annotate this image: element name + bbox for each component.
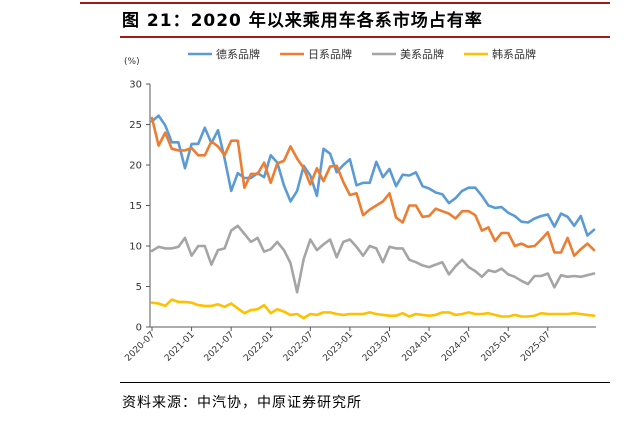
figure-title: 图 21：2020 年以来乘用车各系市场占有率 [122, 11, 483, 31]
y-tick-label: 5 [136, 282, 142, 293]
x-tick-label: 2025-07 [519, 330, 553, 364]
y-axis-label: (%) [124, 57, 140, 67]
y-tick-label: 20 [129, 161, 142, 172]
series-line-2 [150, 224, 596, 294]
y-tick-label: 25 [129, 120, 142, 131]
chart-legend: 德系品牌 日系品牌 美系品牌 韩系品牌 [188, 47, 536, 61]
y-axis-ticks: 0 5 10 15 20 25 30 [129, 80, 150, 334]
x-tick-label: 2021-07 [203, 330, 237, 364]
source-separator [120, 382, 610, 383]
series-line-1 [150, 116, 596, 257]
y-tick-label: 15 [129, 201, 142, 212]
y-tick-label: 10 [129, 242, 142, 253]
x-tick-label: 2022-01 [242, 330, 276, 364]
x-tick-label: 2021-01 [163, 330, 197, 364]
x-axis-ticks: 2020-07 2021-01 2021-07 2022-01 2022-07 2023-… [123, 327, 553, 364]
top-border-line [80, 2, 610, 4]
title-underline [120, 36, 610, 38]
y-tick-label: 0 [136, 323, 142, 334]
legend-label-3: 韩系品牌 [492, 47, 536, 61]
x-tick-label: 2025-01 [480, 330, 514, 364]
x-tick-label: 2020-07 [123, 330, 157, 364]
chart-series [150, 114, 596, 320]
y-tick-label: 30 [129, 80, 142, 91]
legend-label-0: 德系品牌 [216, 47, 260, 61]
legend-label-1: 日系品牌 [308, 47, 352, 61]
x-tick-label: 2024-01 [401, 330, 435, 364]
x-tick-label: 2024-07 [440, 330, 474, 364]
series-line-0 [150, 114, 596, 237]
series-line-3 [150, 298, 596, 320]
x-tick-label: 2023-07 [361, 330, 395, 364]
x-tick-label: 2023-01 [321, 330, 355, 364]
legend-label-2: 美系品牌 [400, 47, 444, 61]
x-tick-label: 2022-07 [282, 330, 316, 364]
source-note: 资料来源：中汽协，中原证券研究所 [122, 395, 362, 411]
